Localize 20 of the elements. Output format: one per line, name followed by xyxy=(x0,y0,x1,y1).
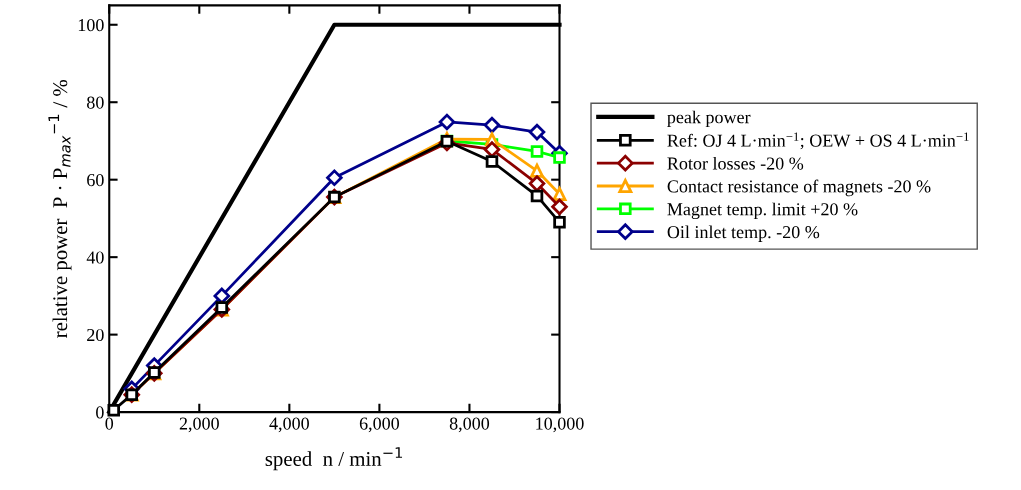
x-tick-label: 4,000 xyxy=(269,417,309,433)
x-axis-title: speed n / min$^{−1}$ xyxy=(265,447,403,471)
y-tick-label: 60 xyxy=(87,173,104,187)
y-axis-title: relative power P · P$_{max}$$^{−1}$ / % xyxy=(48,79,72,338)
x-tick-label: 6,000 xyxy=(359,417,400,433)
legend-label: Ref: OJ 4 L·min$^{−1}$; OEW + OS 4 L·min$^{−1}$ xyxy=(667,132,969,150)
x-tick-label: 8,000 xyxy=(449,417,490,433)
x-tick-label: 2,000 xyxy=(179,417,219,433)
legend-label: Contact resistance of magnets -20 % xyxy=(667,179,931,197)
x-tick-label: 0 xyxy=(105,417,114,430)
y-tick-label: 20 xyxy=(87,328,104,342)
y-tick-label: 0 xyxy=(96,406,104,419)
legend-label: Oil inlet temp. -20 % xyxy=(667,225,820,242)
y-tick-label: 80 xyxy=(87,96,104,109)
legend-label: Rotor losses -20 % xyxy=(667,156,804,170)
legend-label: peak power xyxy=(667,110,751,128)
y-tick-label: 40 xyxy=(86,251,104,264)
y-tick-label: 100 xyxy=(78,19,104,32)
legend-label: Magnet temp. limit +20 % xyxy=(667,202,858,220)
x-tick-label: 10,000 xyxy=(536,417,584,433)
